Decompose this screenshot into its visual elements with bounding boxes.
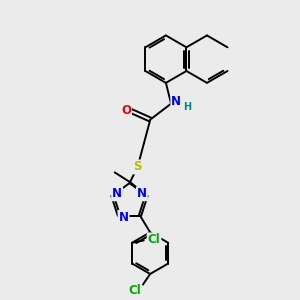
Text: N: N — [171, 95, 181, 108]
Text: N: N — [112, 187, 122, 200]
Text: H: H — [183, 102, 191, 112]
Text: N: N — [118, 211, 129, 224]
Text: Cl: Cl — [128, 284, 141, 297]
Text: S: S — [133, 160, 142, 173]
Text: O: O — [121, 104, 131, 117]
Text: N: N — [137, 187, 147, 200]
Text: Cl: Cl — [148, 233, 160, 246]
